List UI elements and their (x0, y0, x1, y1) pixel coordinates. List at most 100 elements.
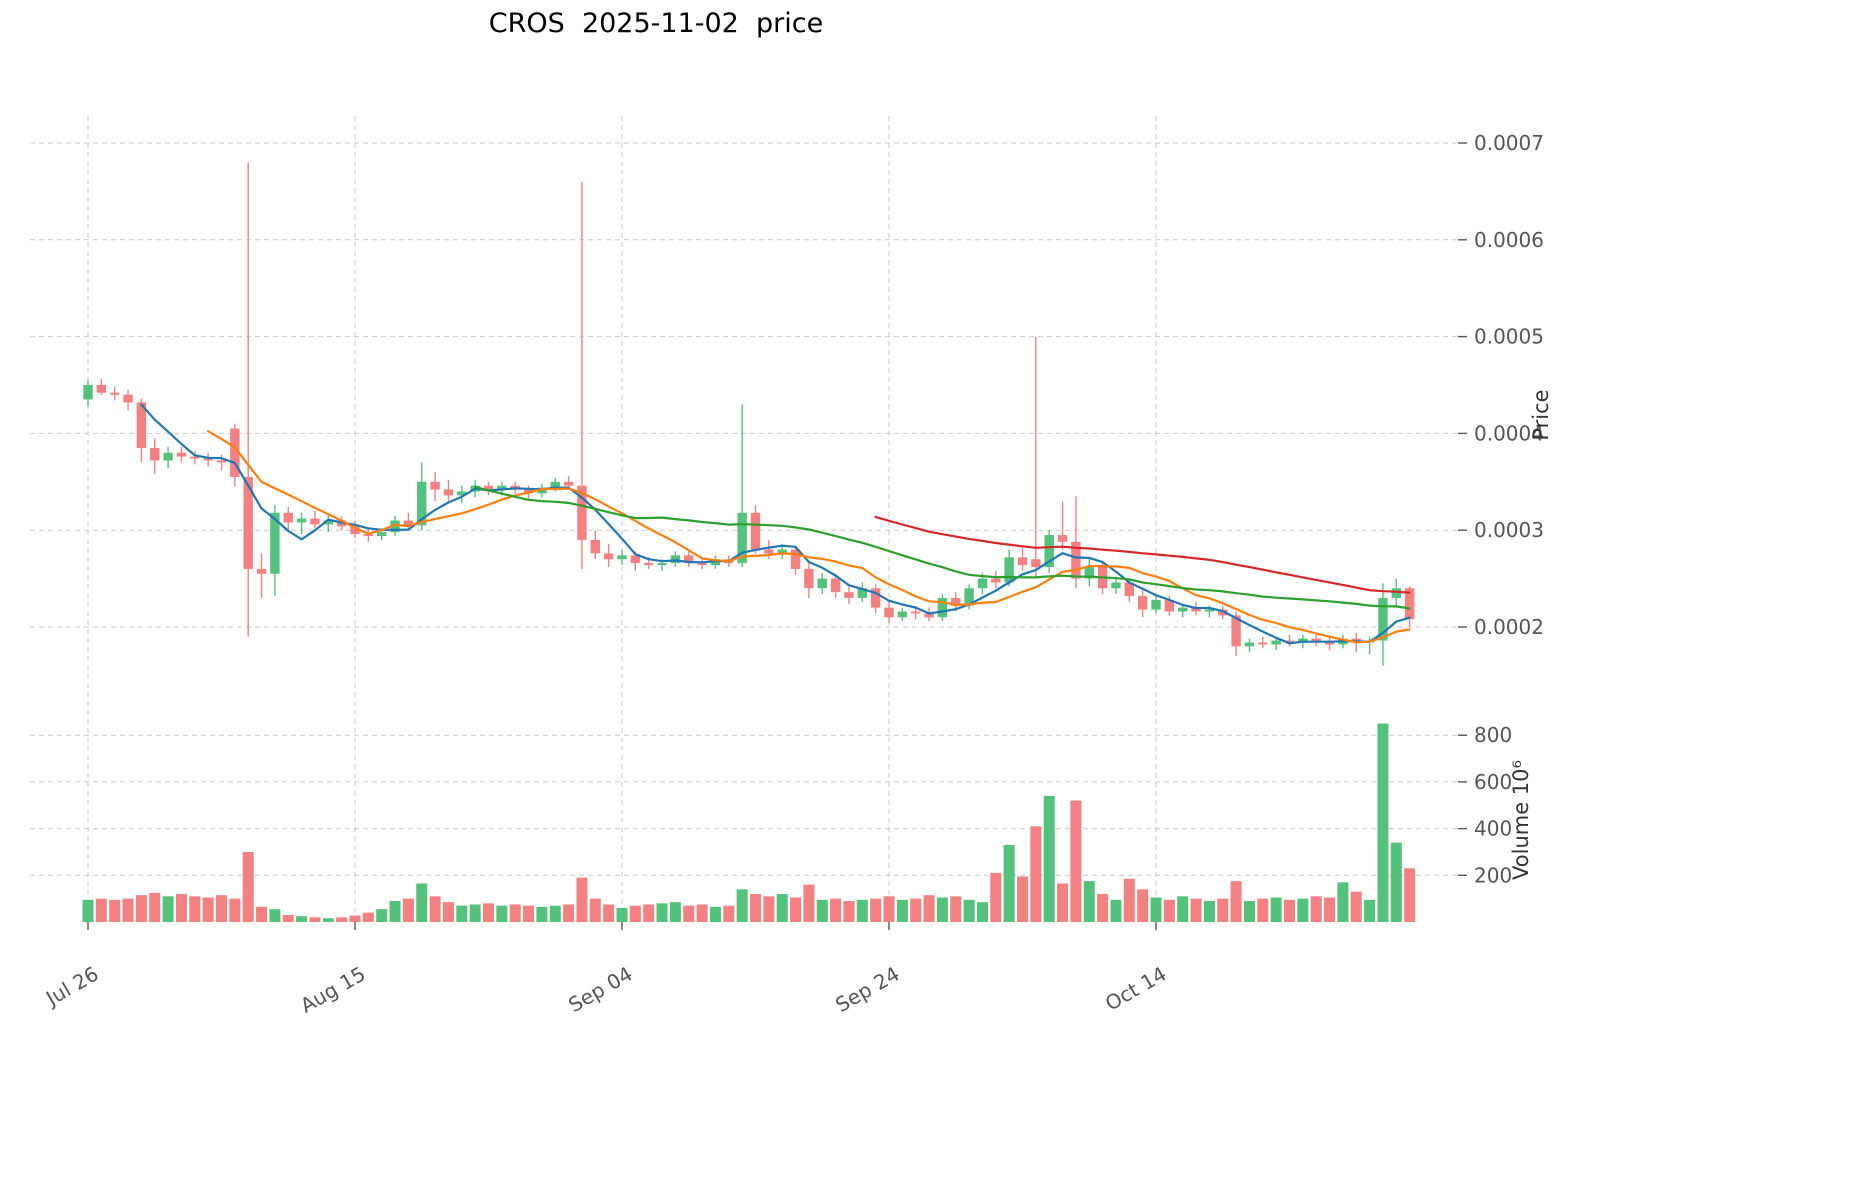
volume-bar (656, 903, 668, 922)
volume-bar (1377, 723, 1389, 922)
volume-bar (763, 896, 775, 922)
candle-body (1244, 642, 1255, 647)
volume-bar (82, 899, 94, 922)
candle-body (830, 578, 841, 593)
volume-tick-label: 800 (1474, 723, 1512, 747)
volume-bar (950, 896, 962, 922)
volume-bar (1297, 898, 1309, 922)
candle-body (190, 456, 200, 459)
axes: 0.0002 0.0003 0.0004 0.0005 0.0006 0.0007 200 4… (40, 131, 1553, 1018)
volume-bar (696, 904, 708, 922)
price-tick-label: 0.0004 (1474, 421, 1544, 445)
volume-bar (1324, 897, 1336, 922)
candle-body (1258, 642, 1268, 645)
volume-bar (1243, 900, 1255, 922)
volume-bar (376, 909, 388, 922)
x-tick-label: Sep 04 (564, 962, 636, 1018)
candle-body (991, 578, 1001, 583)
candle-body (911, 611, 921, 614)
candle-body (96, 385, 107, 393)
volume-bar (1163, 899, 1175, 922)
volume-bar (1003, 844, 1015, 922)
volume-bar (603, 904, 615, 922)
volume-bar (1137, 889, 1149, 922)
candle-body (136, 402, 147, 448)
candle-body (590, 539, 600, 554)
volume-bar (162, 896, 174, 922)
volume-bar (1230, 881, 1242, 922)
candle-body (550, 481, 560, 488)
candle-body (937, 597, 948, 618)
volume-bar (349, 915, 361, 922)
candle-body (964, 588, 974, 606)
volume-bar (910, 898, 922, 922)
moving-average-lines (140, 403, 1411, 645)
candle-body (737, 512, 747, 564)
candle-body (777, 549, 787, 554)
volume-bar (456, 905, 468, 922)
candle-body (764, 549, 774, 554)
volume-bar (309, 917, 321, 922)
volume-bar (856, 899, 868, 922)
candle-body (924, 613, 934, 618)
volume-bar (442, 902, 454, 922)
volume-bar (336, 917, 348, 922)
candle-body (1031, 559, 1041, 567)
volume-bar (1217, 898, 1229, 922)
volume-bar (736, 889, 748, 922)
candle-body (216, 460, 227, 463)
candle-body (1231, 615, 1241, 647)
candle-body (377, 532, 387, 537)
volume-bar (1257, 898, 1269, 922)
volume-tick-label: 400 (1474, 817, 1512, 841)
volume-bar (776, 893, 788, 922)
candle-body (203, 458, 213, 461)
volume-bar (189, 896, 201, 922)
candle-body (176, 452, 187, 457)
candle-body (977, 578, 988, 589)
price-tick-label: 0.0002 (1474, 615, 1544, 639)
volume-bar (1364, 899, 1376, 922)
candle-body (1284, 640, 1295, 643)
candle-body (110, 392, 120, 395)
ma-line-ma10 (207, 430, 1411, 644)
volume-bar (536, 906, 548, 922)
candle-body (1124, 582, 1134, 597)
volume-bar (135, 895, 147, 922)
candle-body (310, 518, 320, 525)
price-tick-label: 0.0003 (1474, 518, 1544, 542)
candle-body (1324, 642, 1335, 645)
candle-body (417, 481, 427, 526)
volume-bar (1190, 898, 1202, 922)
candle-body (563, 481, 574, 486)
candle-body (857, 588, 867, 598)
candle-body (630, 555, 641, 564)
volume-bar (229, 898, 241, 922)
candle-body (83, 385, 93, 400)
candle-body (230, 428, 240, 477)
volume-bar (296, 916, 308, 922)
candle-body (430, 481, 440, 490)
candle-body (951, 597, 961, 606)
ma-line-ma60 (874, 515, 1411, 594)
candle-body (150, 447, 160, 461)
volume-bar (216, 895, 227, 922)
volume-bar (122, 898, 134, 922)
candle-body (684, 555, 694, 564)
candle-body (1204, 609, 1215, 612)
volume-bar (483, 903, 494, 922)
volume-bar (242, 851, 254, 922)
chart-title: CROS 2025-11-02 price (488, 8, 824, 39)
volume-bar (816, 899, 828, 922)
volume-bar (256, 906, 268, 922)
volume-bar (1284, 899, 1295, 922)
volume-bar (830, 898, 842, 922)
volume-bar (843, 900, 855, 922)
candle-body (350, 526, 360, 535)
price-tick-label: 0.0007 (1474, 131, 1544, 155)
candle-body (1004, 557, 1014, 583)
candle-body (1178, 607, 1188, 612)
volume-bar (683, 905, 695, 922)
candle-body (123, 394, 133, 403)
